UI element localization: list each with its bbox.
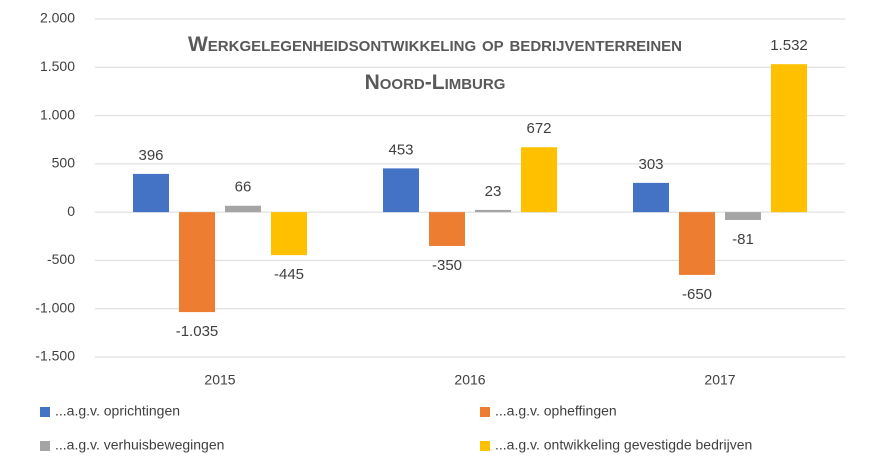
legend-swatch [480, 407, 490, 417]
value-label: -81 [732, 231, 754, 248]
value-label: 23 [485, 183, 502, 200]
y-tick-label: 500 [52, 155, 76, 171]
bar [271, 212, 307, 256]
bar [679, 212, 715, 275]
chart-title: Werkgelegenheidsontwikkeling op bedrijve… [187, 33, 683, 94]
bar [725, 212, 761, 220]
y-tick-label: -500 [47, 251, 75, 267]
value-label: -445 [274, 266, 304, 283]
y-tick-label: 0 [67, 203, 75, 219]
bar [475, 209, 511, 213]
y-tick-label: 2.000 [40, 10, 75, 26]
y-tick-label: -1.500 [35, 348, 75, 364]
legend-label: ...a.g.v. ontwikkeling gevestigde bedrij… [495, 437, 752, 453]
value-label: 396 [138, 147, 163, 164]
bar [225, 205, 261, 213]
legend-label: ...a.g.v. oprichtingen [55, 403, 180, 419]
legend-swatch [40, 441, 50, 451]
y-tick-label: 1.500 [40, 58, 75, 74]
y-tick-label: 1.000 [40, 106, 75, 122]
bar [633, 182, 669, 213]
legend-label: ...a.g.v. opheffingen [495, 403, 617, 419]
value-label: 453 [388, 141, 413, 158]
legend-label: ...a.g.v. verhuisbewegingen [55, 437, 224, 453]
legend-swatch [40, 407, 50, 417]
value-label: 303 [638, 156, 663, 173]
bar [771, 64, 807, 213]
value-label: -350 [432, 257, 462, 274]
value-label: 1.532 [770, 37, 808, 54]
legend-swatch [480, 441, 490, 451]
x-tick-label: 2017 [704, 372, 735, 388]
x-tick-label: 2015 [204, 372, 235, 388]
bar [179, 212, 215, 313]
value-label: -1.035 [176, 323, 219, 340]
bar [383, 168, 419, 213]
bar [521, 147, 557, 213]
value-label: 672 [526, 120, 551, 137]
bar [429, 212, 465, 246]
y-tick-label: -1.000 [35, 299, 75, 315]
value-label: 66 [235, 179, 252, 196]
bar [133, 173, 169, 213]
value-label: -650 [682, 286, 712, 303]
x-tick-label: 2016 [454, 372, 485, 388]
